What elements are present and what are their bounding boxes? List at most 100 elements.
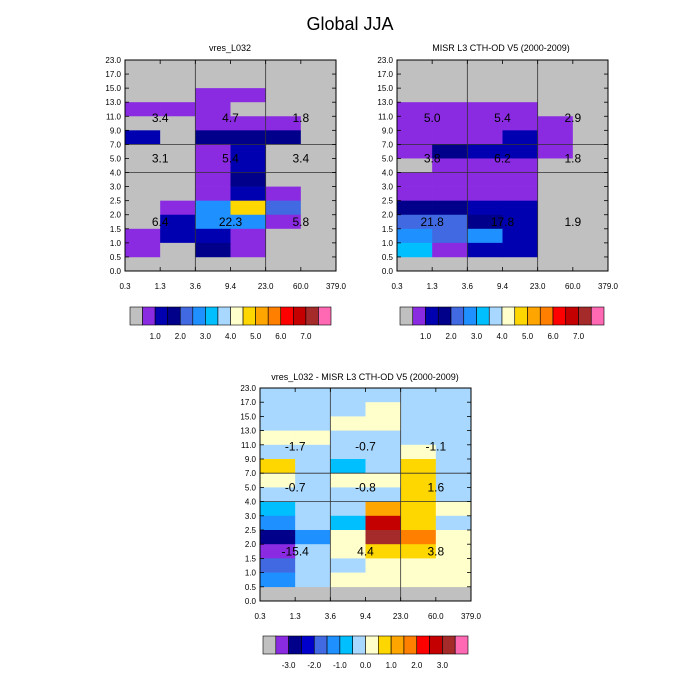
heatmap-cell xyxy=(537,186,574,201)
heatmap-cell xyxy=(230,130,266,145)
heatmap-cell xyxy=(300,116,337,131)
heatmap-cell xyxy=(400,530,437,545)
colorbar-label: 0.0 xyxy=(360,661,372,670)
heatmap-cell xyxy=(502,172,538,187)
heatmap-cell xyxy=(330,544,366,559)
heatmap-cell xyxy=(230,186,266,201)
heatmap-cell xyxy=(125,144,161,159)
heatmap-cell xyxy=(260,459,296,474)
heatmap-cell xyxy=(160,74,196,89)
heatmap-cell xyxy=(572,88,609,103)
heatmap-cell xyxy=(502,186,538,201)
y-tick-label: 2.5 xyxy=(382,197,394,206)
x-tick-label: 23.0 xyxy=(530,282,546,291)
heatmap-cell xyxy=(400,544,437,559)
heatmap-cell xyxy=(397,102,433,117)
colorbar-label: 2.0 xyxy=(445,332,457,341)
heatmap-cell xyxy=(295,530,331,545)
y-tick-label: 2.5 xyxy=(245,526,257,535)
heatmap-cell xyxy=(195,116,231,131)
colorbar-swatch xyxy=(403,635,418,655)
y-tick-label: 1.5 xyxy=(382,225,394,234)
heatmap-cell xyxy=(330,430,366,446)
colorbar-swatch xyxy=(313,635,328,655)
heatmap-cell xyxy=(435,487,472,502)
heatmap-cell xyxy=(400,515,437,531)
heatmap-cell xyxy=(467,172,503,187)
heatmap-cell xyxy=(365,530,401,545)
y-tick-label: 23.0 xyxy=(377,56,393,65)
heatmap-cell xyxy=(537,158,574,173)
heatmap-cell xyxy=(365,402,401,417)
colorbar-swatch xyxy=(242,306,256,326)
heatmap-cell xyxy=(365,444,401,460)
colorbar-swatch xyxy=(539,306,554,326)
x-tick-label: 0.3 xyxy=(254,612,266,621)
heatmap-cell xyxy=(502,102,538,117)
heatmap-cell xyxy=(260,501,296,517)
heatmap-cell xyxy=(435,402,472,417)
heatmap-cell xyxy=(160,242,196,258)
block-annotation: -0.8 xyxy=(355,480,376,494)
heatmap-cell xyxy=(572,200,609,216)
block-annotation: 2.9 xyxy=(564,111,581,125)
y-tick-label: 23.0 xyxy=(240,384,256,393)
heatmap-cell xyxy=(365,459,401,474)
heatmap-cell xyxy=(397,228,433,244)
heatmap-cell xyxy=(195,242,231,258)
heatmap-cell xyxy=(195,74,231,89)
colorbar-label: -2.0 xyxy=(307,661,321,670)
y-tick-label: 7.0 xyxy=(110,140,122,149)
block-annotation: 4.4 xyxy=(357,544,374,558)
heatmap-cell xyxy=(125,172,161,187)
y-tick-label: 13.0 xyxy=(377,98,393,107)
heatmap-cell xyxy=(230,228,266,244)
heatmap-cell xyxy=(435,515,472,531)
heatmap-cell xyxy=(397,88,433,103)
x-tick-label: 3.6 xyxy=(325,612,337,621)
y-tick-label: 3.0 xyxy=(110,183,122,192)
block-annotation: -15.4 xyxy=(281,544,309,558)
y-tick-label: 2.0 xyxy=(110,211,122,220)
colorbar-swatch xyxy=(514,306,528,326)
colorbar-swatch xyxy=(154,306,168,326)
colorbar-label: 7.0 xyxy=(300,332,312,341)
colorbar-swatch xyxy=(463,306,477,326)
heatmap-cell xyxy=(432,172,468,187)
x-tick-label: 1.3 xyxy=(155,282,167,291)
y-tick-label: 1.0 xyxy=(382,239,394,248)
x-tick-label: 60.0 xyxy=(565,282,581,291)
heatmap-cell xyxy=(330,530,366,545)
heatmap-cell xyxy=(295,487,331,502)
heatmap-cell xyxy=(432,102,468,117)
heatmap-cell xyxy=(230,60,266,75)
y-tick-label: 0.0 xyxy=(382,267,394,276)
heatmap-cell xyxy=(160,102,196,117)
heatmap-cell xyxy=(330,473,366,488)
heatmap-cell xyxy=(125,214,161,230)
colorbar-swatch xyxy=(565,306,579,326)
heatmap-cell xyxy=(537,102,574,117)
block-annotation: 5.8 xyxy=(292,215,309,229)
heatmap-cell xyxy=(400,487,437,502)
block-annotation: 22.3 xyxy=(219,215,243,229)
heatmap-cell xyxy=(397,116,433,131)
y-tick-label: 2.0 xyxy=(382,211,394,220)
y-tick-label: 15.0 xyxy=(240,412,256,421)
heatmap-cell xyxy=(125,88,161,103)
heatmap-cell xyxy=(260,530,296,545)
y-tick-label: 17.0 xyxy=(105,70,121,79)
heatmap-cell xyxy=(125,228,161,244)
heatmap-cell xyxy=(502,158,538,173)
heatmap-cell xyxy=(260,544,296,559)
heatmap-cell xyxy=(195,88,231,103)
heatmap-cell xyxy=(432,60,468,75)
colorbar-label: 4.0 xyxy=(225,332,237,341)
heatmap-cell xyxy=(300,88,337,103)
heatmap-cell xyxy=(365,572,401,588)
x-tick-label: 60.0 xyxy=(428,612,444,621)
heatmap-cell xyxy=(125,242,161,258)
heatmap-cell xyxy=(537,60,574,75)
heatmap-cell xyxy=(295,558,331,573)
heatmap-cell xyxy=(435,572,472,588)
